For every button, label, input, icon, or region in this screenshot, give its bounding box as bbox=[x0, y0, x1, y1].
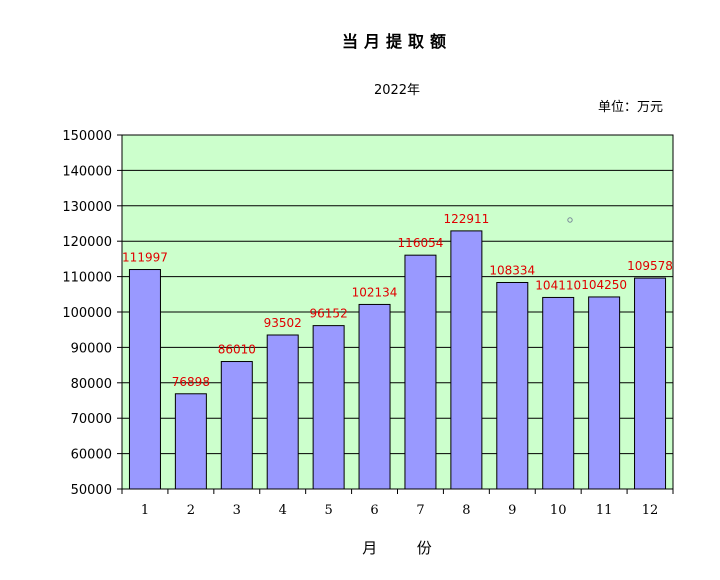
data-label-month-2: 76898 bbox=[172, 375, 210, 389]
y-tick-label: 80000 bbox=[71, 377, 112, 392]
data-label-month-1: 111997 bbox=[122, 251, 168, 265]
data-label-month-12: 109578 bbox=[627, 259, 673, 273]
data-label-month-7: 116054 bbox=[398, 236, 444, 250]
data-label-month-3: 86010 bbox=[218, 343, 256, 357]
unit-label: 单位：万元 bbox=[598, 100, 663, 115]
y-axis-ticks: 50000 60000 70000 80000 90000 100000 110000 120… bbox=[62, 129, 122, 498]
bar-month-7 bbox=[404, 254, 437, 490]
y-tick-label: 110000 bbox=[62, 271, 112, 286]
bar-month-3 bbox=[220, 361, 253, 490]
bar-month-2 bbox=[174, 393, 207, 490]
x-tick-label-8: 8 bbox=[462, 503, 470, 518]
data-label-month-4: 93502 bbox=[264, 316, 302, 330]
x-axis-ticks: 1 2 3 4 5 6 7 8 9 10 11 12 bbox=[121, 489, 674, 518]
bar-month-5 bbox=[312, 325, 345, 490]
y-tick-label: 50000 bbox=[71, 483, 112, 498]
y-tick-label: 120000 bbox=[62, 235, 112, 250]
bar-month-9 bbox=[496, 281, 529, 490]
x-axis-label: 月 份 bbox=[362, 539, 442, 557]
bars bbox=[128, 230, 667, 490]
bar-month-6 bbox=[358, 303, 391, 490]
y-tick-label: 100000 bbox=[62, 306, 112, 321]
y-tick-label: 150000 bbox=[62, 129, 112, 144]
x-tick-label-9: 9 bbox=[508, 503, 516, 518]
bar-month-8 bbox=[450, 230, 483, 490]
y-tick-label: 60000 bbox=[71, 448, 112, 463]
x-tick-label-6: 6 bbox=[370, 503, 378, 518]
x-tick-label-2: 2 bbox=[187, 503, 195, 518]
y-tick-label: 70000 bbox=[71, 412, 112, 427]
bar-month-11 bbox=[588, 296, 621, 490]
x-tick-label-4: 4 bbox=[279, 503, 287, 518]
gridlines bbox=[122, 169, 673, 455]
y-tick-label: 90000 bbox=[71, 341, 112, 356]
bar-month-10 bbox=[542, 296, 575, 490]
bar-month-1 bbox=[128, 269, 161, 490]
x-tick-label-3: 3 bbox=[233, 503, 241, 518]
chart-title: 当月提取额 bbox=[342, 32, 452, 51]
data-label-month-8: 122911 bbox=[443, 212, 489, 226]
x-tick-label-12: 12 bbox=[642, 503, 659, 518]
data-label-month-9: 108334 bbox=[489, 263, 535, 277]
stray-point-marker bbox=[567, 217, 573, 223]
data-label-month-6: 102134 bbox=[352, 285, 398, 299]
bar-month-12 bbox=[634, 277, 667, 490]
y-tick-label: 130000 bbox=[62, 200, 112, 215]
x-tick-label-5: 5 bbox=[324, 503, 332, 518]
x-tick-label-10: 10 bbox=[550, 503, 567, 518]
chart-subtitle: 2022年 bbox=[374, 83, 420, 98]
data-label-month-5: 96152 bbox=[310, 307, 348, 321]
x-tick-label-7: 7 bbox=[416, 503, 424, 518]
data-label-month-10: 104110 bbox=[535, 278, 581, 292]
data-labels: 111997 76898 86010 93502 96152 102134 116054 12… bbox=[122, 212, 673, 389]
x-tick-label-1: 1 bbox=[141, 503, 149, 518]
x-tick-label-11: 11 bbox=[596, 503, 613, 518]
y-tick-label: 140000 bbox=[62, 164, 112, 179]
data-label-month-11: 104250 bbox=[581, 278, 627, 292]
bar-month-4 bbox=[266, 334, 299, 490]
